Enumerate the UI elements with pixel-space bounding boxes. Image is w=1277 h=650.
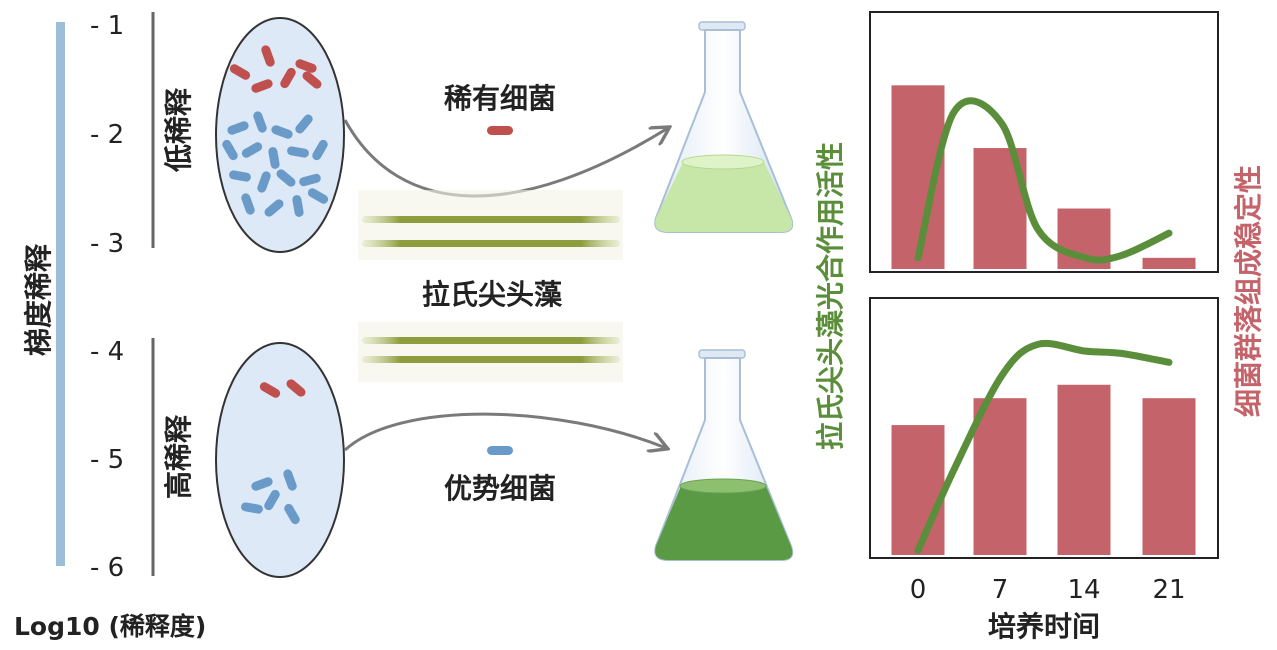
- bacterium-rod: [284, 503, 300, 525]
- tick-label: - 4: [90, 337, 124, 367]
- bacterium-rod: [251, 477, 273, 491]
- bacterium-rod: [222, 139, 238, 161]
- bacteria-rods: [222, 45, 329, 525]
- chart-top-marks: [891, 85, 1196, 269]
- bacterium-rod: [287, 146, 309, 158]
- bacterium-rod: [227, 121, 249, 135]
- tick-label: - 6: [90, 553, 124, 583]
- bacterium-rod: [271, 125, 293, 139]
- bacterium-rod: [241, 502, 263, 514]
- rare-bacteria-swatch: [487, 126, 513, 135]
- high-dilution-label: 高稀释: [162, 414, 195, 499]
- tick-label: - 2: [90, 120, 124, 150]
- x-tick-label: 7: [992, 575, 1009, 605]
- tick-label: - 3: [90, 229, 124, 259]
- bacterium-rod: [302, 71, 322, 89]
- stability-bar: [1057, 384, 1111, 555]
- flask-low-dilution: [654, 21, 794, 233]
- stability-bar: [973, 398, 1027, 555]
- alga-label: 拉氏尖头藻: [422, 278, 563, 311]
- dilution-axis-label: Log10 (稀释度): [14, 612, 206, 641]
- high-dilution-community: [215, 342, 345, 578]
- rare-bacteria-label: 稀有细菌: [444, 82, 556, 115]
- alga-filaments-bottom: [358, 322, 623, 382]
- flask-high-dilution: [654, 349, 794, 561]
- alga-filaments-top: [358, 190, 623, 260]
- culture-time-axis-label: 培养时间: [988, 610, 1100, 643]
- x-tick-labels: 0 7 14 21: [910, 575, 1186, 605]
- bacterium-rod: [253, 111, 267, 133]
- tick-label: - 5: [90, 445, 124, 475]
- bacterium-rod: [229, 170, 251, 182]
- stability-axis-label: 细菌群落组成稳定性: [1232, 165, 1265, 417]
- bacterium-rod: [268, 147, 280, 169]
- bacterium-rod: [229, 64, 251, 80]
- bacterium-rod: [241, 193, 255, 215]
- tick-label: - 1: [90, 11, 124, 41]
- bacterium-rod: [286, 379, 306, 397]
- dominant-bacteria-label: 优势细菌: [444, 472, 556, 505]
- low-dilution-label: 低稀释: [162, 87, 195, 173]
- x-tick-label: 14: [1067, 575, 1100, 605]
- stability-bar: [1142, 398, 1196, 555]
- bacterium-rod: [295, 114, 313, 134]
- bacterium-rod: [241, 142, 263, 158]
- gradient-title: 梯度稀释: [22, 243, 55, 356]
- bacterium-rod: [251, 79, 273, 93]
- x-tick-label: 21: [1152, 575, 1185, 605]
- bacterium-rod: [276, 169, 296, 187]
- chart-bottom-marks: [891, 339, 1196, 555]
- bacterium-rod: [264, 489, 280, 511]
- bacterium-rod: [292, 195, 304, 217]
- bacterium-rod: [264, 199, 284, 217]
- bacterium-rod: [259, 382, 281, 398]
- dominant-bacteria-swatch: [487, 446, 513, 455]
- stability-bar: [891, 425, 945, 555]
- bacterium-rod: [280, 67, 296, 89]
- x-tick-label: 0: [910, 575, 927, 605]
- bacterium-rod: [312, 139, 328, 161]
- stability-bar: [1142, 257, 1196, 269]
- gradient-bar: [56, 22, 65, 566]
- photosynthesis-line: [914, 339, 1173, 555]
- bacterium-rod: [283, 469, 297, 491]
- photosynthesis-line: [914, 97, 1173, 264]
- bacterium-rod: [257, 171, 271, 193]
- dilution-ticks: - 1 - 2 - 3 - 4 - 5 - 6: [90, 11, 124, 583]
- bacterium-rod: [307, 188, 329, 204]
- bacterium-rod: [295, 59, 317, 73]
- bacterium-rod: [299, 173, 321, 187]
- arrow-to-flask-bottom: [343, 412, 666, 450]
- bacterium-rod: [261, 45, 275, 67]
- photosynthesis-axis-label: 拉氏尖头藻光合作用活性: [814, 142, 847, 450]
